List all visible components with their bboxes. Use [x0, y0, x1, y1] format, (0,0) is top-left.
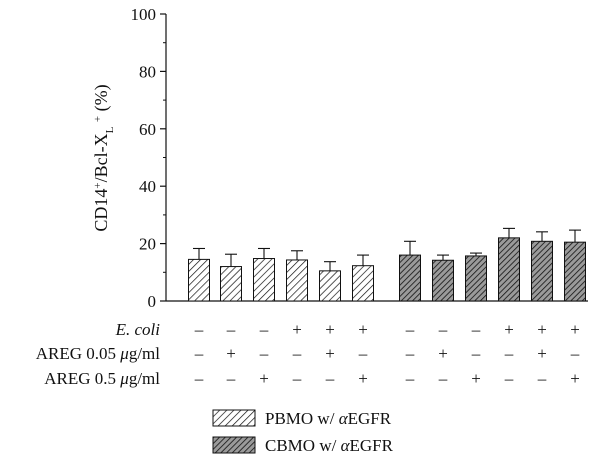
y-tick-label: 20 — [139, 235, 156, 254]
legend-label: CBMO w/ αEGFR — [265, 436, 394, 455]
y-axis-label: CD14+/Bcl-XL + (%) — [91, 84, 116, 231]
legend-swatch — [212, 436, 256, 454]
condition-mark: – — [405, 344, 415, 363]
condition-mark: + — [570, 369, 580, 388]
condition-mark: + — [570, 320, 580, 339]
bar-cbmo — [564, 241, 586, 302]
y-tick-label: 40 — [139, 177, 156, 196]
condition-mark: – — [292, 344, 302, 363]
y-tick-label: 0 — [148, 292, 157, 311]
bars-layer — [188, 227, 586, 302]
bar-cbmo — [399, 254, 421, 302]
bar-cbmo — [465, 255, 487, 302]
condition-mark: – — [194, 344, 204, 363]
condition-mark: – — [471, 320, 481, 339]
condition-mark: + — [358, 320, 368, 339]
condition-mark: – — [537, 369, 547, 388]
condition-mark: – — [504, 369, 514, 388]
condition-mark: – — [405, 320, 415, 339]
y-tick-label: 100 — [131, 5, 157, 24]
condition-mark: + — [438, 344, 448, 363]
bar-pbmo — [319, 270, 341, 302]
condition-mark: – — [405, 369, 415, 388]
y-tick-label: 60 — [139, 120, 156, 139]
bar-cbmo — [498, 237, 520, 302]
legend: PBMO w/ αEGFR CBMO w/ αEGFR — [212, 409, 394, 455]
legend-label: PBMO w/ αEGFR — [265, 409, 392, 428]
bar-pbmo — [220, 266, 242, 302]
condition-mark: – — [194, 369, 204, 388]
bar-pbmo — [286, 259, 308, 302]
bar-pbmo — [352, 265, 374, 302]
condition-label: AREG 0.05 μg/ml — [36, 344, 161, 363]
condition-mark: – — [292, 369, 302, 388]
condition-mark: + — [226, 344, 236, 363]
legend-swatch — [212, 409, 256, 427]
y-tick-label: 80 — [139, 62, 156, 81]
condition-mark: + — [537, 344, 547, 363]
condition-mark: – — [471, 344, 481, 363]
bar-cbmo — [432, 259, 454, 302]
condition-table: E. coli – – – + + + – – – + + + AREG 0.05 μg/ml – + – – + –… — [36, 320, 580, 388]
condition-label: AREG 0.5 μg/ml — [44, 369, 160, 388]
condition-mark: – — [438, 369, 448, 388]
condition-mark: + — [358, 369, 368, 388]
condition-mark: – — [259, 320, 269, 339]
condition-mark: + — [259, 369, 269, 388]
condition-mark: – — [259, 344, 269, 363]
condition-mark: – — [570, 344, 580, 363]
condition-mark: + — [537, 320, 547, 339]
condition-mark: + — [504, 320, 514, 339]
condition-mark: + — [325, 320, 335, 339]
condition-mark: – — [325, 369, 335, 388]
condition-mark: – — [226, 320, 236, 339]
bar-pbmo — [188, 258, 210, 302]
condition-mark: – — [504, 344, 514, 363]
condition-mark: – — [358, 344, 368, 363]
condition-mark: – — [226, 369, 236, 388]
bar-pbmo — [253, 258, 275, 302]
condition-mark: – — [194, 320, 204, 339]
axis-layer: 0 20 40 60 80 100 CD14+/Bcl-XL + (%) — [91, 5, 588, 311]
bar-cbmo — [531, 240, 553, 302]
condition-mark: – — [438, 320, 448, 339]
condition-mark: + — [325, 344, 335, 363]
condition-label: E. coli — [115, 320, 161, 339]
condition-mark: + — [292, 320, 302, 339]
condition-mark: + — [471, 369, 481, 388]
